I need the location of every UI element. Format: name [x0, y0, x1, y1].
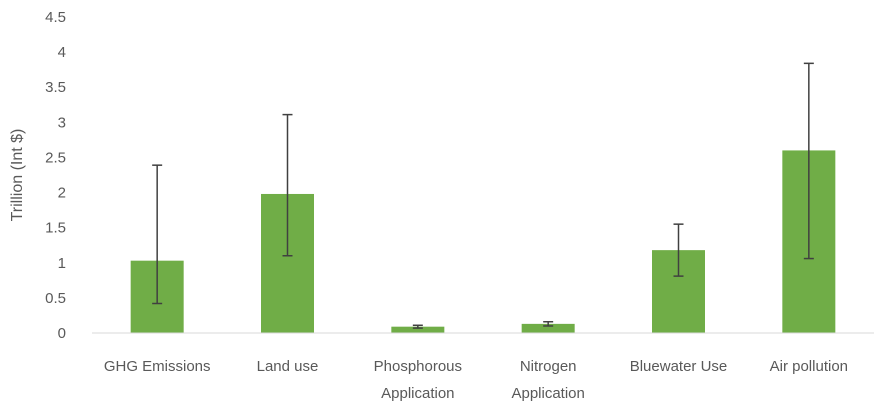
x-category-label: GHG Emissions: [104, 358, 211, 375]
bar: [521, 323, 575, 333]
y-axis-ticks: 0 0.5 1 1.5 2 2.5 3 3.5 4 4.5: [45, 9, 66, 342]
x-category-label: Bluewater Use: [630, 358, 728, 375]
y-tick-label: 2.5: [45, 149, 66, 166]
bar: [391, 326, 445, 333]
x-category-label: Application: [511, 385, 584, 402]
x-category-label: Nitrogen: [520, 358, 577, 375]
y-tick-label: 1.5: [45, 220, 66, 237]
error-bars: [152, 62, 814, 329]
y-tick-label: 0: [58, 325, 66, 342]
y-tick-label: 3.5: [45, 79, 66, 96]
x-category-label: Phosphorous: [374, 358, 462, 375]
x-category-label: Land use: [257, 358, 319, 375]
y-axis-title: Trillion (Int $): [9, 129, 26, 222]
y-tick-label: 3: [58, 114, 66, 131]
x-axis-labels: GHG Emissions Land use Phosphorous Applicat…: [104, 358, 848, 402]
x-category-label: Air pollution: [770, 358, 848, 375]
y-tick-label: 0.5: [45, 290, 66, 307]
y-tick-label: 1: [58, 255, 66, 272]
x-category-label: Application: [381, 385, 454, 402]
bars: [130, 150, 836, 333]
y-tick-label: 4.5: [45, 9, 66, 26]
y-tick-label: 4: [58, 44, 66, 61]
y-tick-label: 2: [58, 185, 66, 202]
